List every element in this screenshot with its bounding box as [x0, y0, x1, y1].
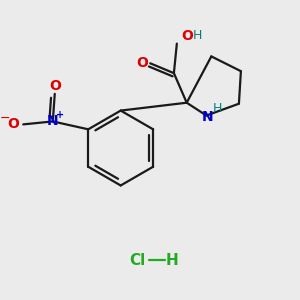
Text: O: O [136, 56, 148, 70]
Text: H: H [213, 102, 222, 115]
Text: Cl: Cl [129, 253, 146, 268]
Text: −: − [0, 112, 10, 125]
Text: O: O [8, 117, 19, 131]
Text: N: N [47, 114, 58, 128]
Text: H: H [166, 253, 178, 268]
Text: O: O [49, 79, 61, 93]
Text: O: O [181, 29, 193, 43]
Text: H: H [193, 29, 202, 42]
Text: N: N [202, 110, 213, 124]
Text: +: + [56, 110, 64, 119]
